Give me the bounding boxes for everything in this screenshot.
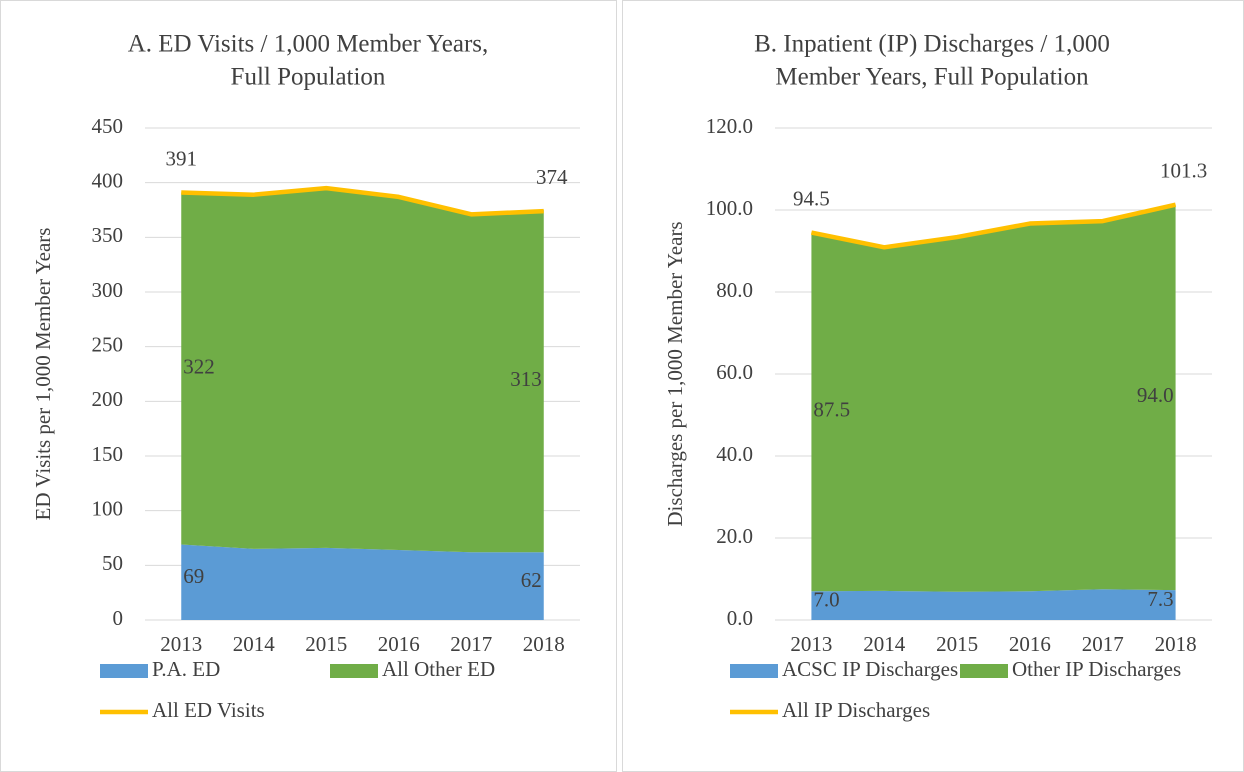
legend-label: P.A. ED	[152, 657, 220, 681]
area	[181, 544, 544, 620]
data-label: 7.3	[1147, 587, 1173, 611]
data-label: 101.3	[1160, 158, 1207, 182]
y-tick-label: 350	[92, 223, 124, 247]
y-tick-label: 120.0	[706, 114, 753, 138]
x-tick-label: 2018	[1155, 632, 1197, 656]
data-label: 313	[510, 367, 542, 391]
area	[181, 189, 544, 553]
y-tick-label: 400	[92, 168, 124, 192]
y-tick-label: 250	[92, 332, 124, 356]
legend-label: All IP Discharges	[782, 698, 930, 722]
x-tick-label: 2014	[233, 632, 276, 656]
area	[811, 589, 1176, 620]
x-tick-label: 2017	[1082, 632, 1124, 656]
y-tick-label: 80.0	[716, 278, 753, 302]
legend-label: All ED Visits	[152, 698, 265, 722]
y-tick-label: 60.0	[716, 360, 753, 384]
x-tick-label: 2013	[160, 632, 202, 656]
x-tick-label: 2013	[790, 632, 832, 656]
y-tick-label: 0	[113, 606, 124, 630]
data-label: 391	[166, 146, 198, 170]
y-tick-label: 40.0	[716, 442, 753, 466]
area	[811, 204, 1176, 592]
y-tick-label: 100	[92, 496, 124, 520]
total-line	[810, 202, 1177, 250]
chart-title: A. ED Visits / 1,000 Member Years,	[128, 31, 489, 58]
x-tick-label: 2017	[450, 632, 492, 656]
chart-title: B. Inpatient (IP) Discharges / 1,000	[754, 31, 1110, 58]
data-label: 94.0	[1137, 383, 1174, 407]
y-tick-label: 0.0	[727, 606, 753, 630]
data-label: 94.5	[793, 186, 830, 210]
y-tick-label: 200	[92, 387, 124, 411]
x-tick-label: 2014	[863, 632, 906, 656]
legend-swatch	[100, 664, 148, 678]
chart-title: Member Years, Full Population	[775, 64, 1089, 91]
data-label: 374	[536, 165, 568, 189]
legend-swatch	[960, 664, 1008, 678]
x-tick-label: 2015	[936, 632, 978, 656]
x-tick-label: 2016	[1009, 632, 1051, 656]
x-tick-label: 2016	[378, 632, 420, 656]
y-axis-label: Discharges per 1,000 Member Years	[663, 221, 687, 526]
legend-swatch	[730, 664, 778, 678]
x-tick-label: 2015	[305, 632, 347, 656]
y-tick-label: 150	[92, 442, 124, 466]
chart-title: Full Population	[231, 64, 386, 91]
data-label: 69	[183, 564, 204, 588]
y-tick-label: 450	[92, 114, 124, 138]
data-label: 7.0	[813, 587, 839, 611]
y-tick-label: 300	[92, 278, 124, 302]
total-line	[181, 185, 544, 217]
y-tick-label: 50	[102, 551, 123, 575]
data-label: 87.5	[813, 398, 850, 422]
x-tick-label: 2018	[523, 632, 565, 656]
legend-label: All Other ED	[382, 657, 495, 681]
data-label: 62	[521, 568, 542, 592]
legend-label: Other IP Discharges	[1012, 657, 1181, 681]
y-tick-label: 20.0	[716, 524, 753, 548]
legend-label: ACSC IP Discharges	[782, 657, 958, 681]
legend-swatch	[330, 664, 378, 678]
data-label: 322	[183, 354, 215, 378]
y-axis-label: ED Visits per 1,000 Member Years	[31, 228, 55, 521]
y-tick-label: 100.0	[706, 196, 753, 220]
